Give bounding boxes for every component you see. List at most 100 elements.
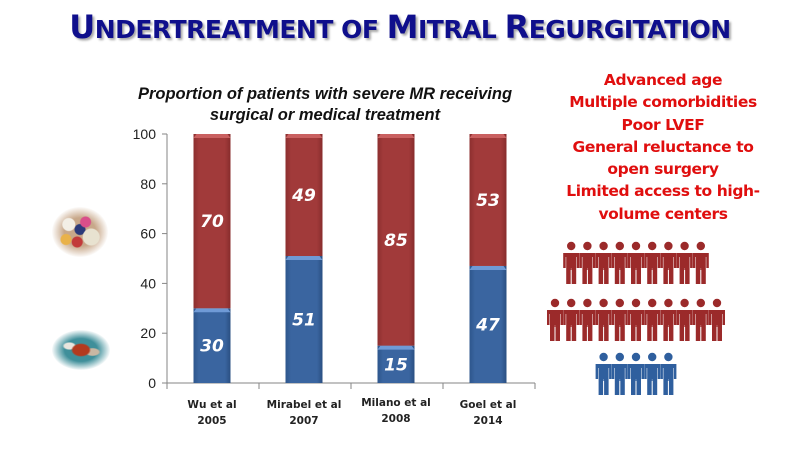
person-icon [563,241,580,285]
bar-segment-medical [285,134,323,257]
person-icon [595,352,612,396]
person-icon [692,298,709,342]
person-icon [644,241,661,285]
bar-segment-surgical [285,256,323,383]
bar-bevel [193,308,231,313]
person-head [664,352,673,362]
person-icon [611,352,628,396]
person-head [631,241,641,251]
person-head [680,241,689,251]
person-icon [611,241,628,285]
x-category-label: Wu et al [187,399,236,411]
x-category-label: 2007 [289,415,318,427]
person-head [631,298,641,308]
person-body [692,253,709,284]
person-body [611,364,628,395]
person-head [599,352,608,362]
reason-item: Advanced age [603,71,723,89]
person-icon [709,298,725,342]
bar-value-label: 53 [476,191,500,211]
person-body [644,364,661,395]
reasons-list: Advanced age Multiple comorbidities Poor… [528,69,798,225]
bar-value-label: 49 [291,186,316,206]
bar-value-label: 85 [384,231,408,251]
title-text: EGURGITATION [528,15,732,44]
person-body [660,364,677,395]
person-head [615,298,624,308]
person-body [628,310,644,341]
bar-segment-medical [377,134,415,346]
person-head [583,241,592,251]
person-head [664,298,673,308]
person-icon [595,241,612,285]
person-icon [547,298,563,342]
y-tick-label: 60 [140,226,156,242]
person-icon [692,241,709,285]
bar-segment-medical [193,134,231,309]
person-head [696,241,705,251]
person-icon [628,352,644,396]
person-icon [676,298,693,342]
person-head [648,241,657,251]
y-tick-label: 80 [140,176,156,192]
title-text: ITRAL [417,15,505,44]
person-body [563,310,580,341]
person-body [676,310,693,341]
person-head [615,241,624,251]
person-body [660,310,677,341]
x-category-label: 2008 [381,413,410,425]
person-head [664,241,673,251]
person-body [579,310,596,341]
bar-value-label: 70 [200,212,224,232]
person-head [567,241,576,251]
title-initial: M [386,8,419,46]
person-body [595,310,612,341]
person-head [599,241,608,251]
bar-segment-surgical [469,265,507,383]
x-category-label: Mirabel et al [267,399,342,411]
person-head [583,298,592,308]
person-body [579,253,596,284]
person-icon [660,241,677,285]
bar-bevel [469,134,507,138]
person-icon [595,298,612,342]
person-head [615,352,624,362]
person-head [599,298,608,308]
bar-value-label: 30 [200,337,224,357]
surgery-image [52,330,110,370]
reason-item: open surgery [607,160,719,179]
person-icon [611,298,628,342]
reason-item: Multiple comorbidities [569,93,757,112]
person-body [692,310,709,341]
person-body [644,253,661,284]
x-category-label: 2014 [473,415,502,427]
person-body [611,310,628,341]
person-icon [644,298,661,342]
bar-segment-surgical [193,308,231,383]
person-body [611,253,628,284]
person-icon [579,298,596,342]
title-initial: U [69,8,95,46]
title-initial: R [504,8,530,46]
person-head [696,298,705,308]
slide-title: UNDERTREATMENT OF MITRAL REGURGITATION [0,8,800,46]
bar-bevel [285,256,323,261]
person-body [644,310,661,341]
person-icon [628,241,644,285]
bar-bevel [193,134,231,138]
person-body [676,253,693,284]
reason-item: Poor LVEF [621,115,705,134]
person-icon [676,241,693,285]
person-head [680,298,689,308]
person-body [628,253,644,284]
bar-bevel [377,345,415,350]
x-category-label: Goel et al [460,399,517,411]
person-icon [660,298,677,342]
y-tick-label: 0 [148,375,156,391]
bar-value-label: 51 [292,311,316,331]
person-body [563,253,580,284]
person-head [648,298,657,308]
person-icon [628,298,644,342]
title-text: NDERTREATMENT OF [94,15,387,44]
